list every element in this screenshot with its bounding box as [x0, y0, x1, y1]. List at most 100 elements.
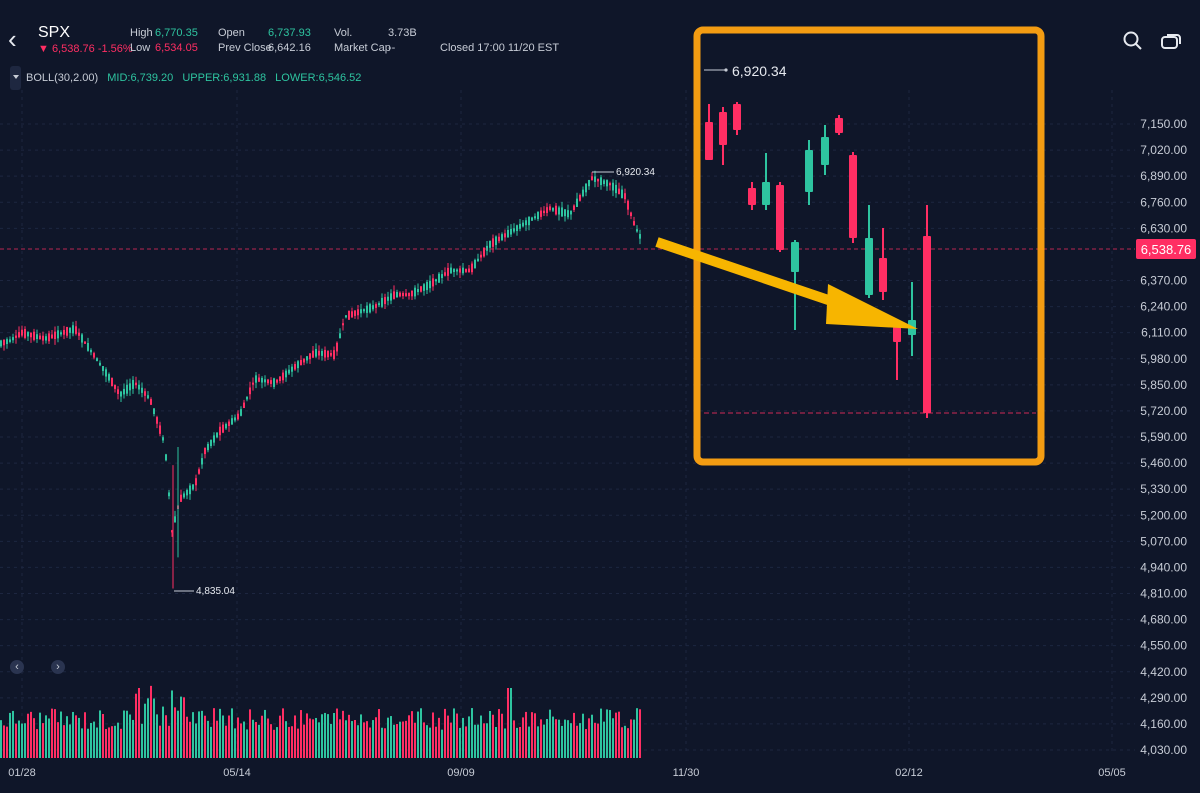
volume-bar	[486, 723, 488, 758]
y-tick-label: 6,240.00	[1140, 300, 1187, 314]
volume-bar	[96, 727, 98, 758]
scroll-left-button[interactable]: ‹	[10, 660, 24, 674]
candle-body	[351, 311, 353, 318]
volume-bar	[348, 714, 350, 758]
candle-body	[477, 258, 479, 262]
candle-body	[180, 494, 182, 502]
volume-bar	[309, 718, 311, 758]
volume-bar	[300, 710, 302, 758]
volume-bar	[552, 716, 554, 758]
candle-body	[69, 327, 71, 333]
candle-body	[96, 358, 98, 362]
volume-bar	[66, 716, 68, 758]
volume-bar	[420, 708, 422, 758]
chevron-left-icon[interactable]: ‹	[8, 24, 17, 54]
volume-bar	[570, 723, 572, 758]
y-tick-label: 4,290.00	[1140, 691, 1187, 705]
y-tick-label: 4,030.00	[1140, 743, 1187, 757]
volume-bar	[483, 723, 485, 758]
y-tick-label: 4,810.00	[1140, 587, 1187, 601]
candle-body	[219, 426, 221, 436]
volume-bar	[186, 716, 188, 758]
candle-body	[42, 335, 44, 341]
candle-body	[405, 293, 407, 296]
candle-body	[426, 281, 428, 291]
candle-body	[201, 458, 203, 465]
candle-body	[468, 268, 470, 273]
candle-body	[414, 287, 416, 297]
candle-body	[639, 234, 641, 239]
market-cap-value: --	[388, 42, 396, 54]
candle-body	[165, 454, 167, 461]
volume-bar	[447, 715, 449, 758]
volume-bar	[78, 717, 80, 758]
volume-bar	[426, 725, 428, 758]
volume-bar	[153, 698, 155, 758]
volume-bar	[354, 720, 356, 758]
volume-bar	[363, 722, 365, 758]
window-overlay-icon[interactable]	[1160, 30, 1182, 52]
volume-bar	[480, 715, 482, 758]
volume-bar	[33, 718, 35, 758]
volume-bar	[129, 714, 131, 758]
y-tick-label: 4,550.00	[1140, 639, 1187, 653]
volume-bar	[618, 711, 620, 758]
volume-bar	[582, 713, 584, 758]
volume-bar	[249, 709, 251, 758]
volume-bar	[279, 715, 281, 758]
volume-bar	[282, 708, 284, 758]
search-icon[interactable]	[1122, 30, 1144, 52]
candle-body	[579, 194, 581, 201]
candle-body	[48, 333, 50, 342]
volume-bar	[9, 712, 11, 758]
y-tick-label: 7,020.00	[1140, 143, 1187, 157]
volume-bar	[216, 720, 218, 758]
volume-bar	[351, 721, 353, 758]
x-tick-label: 02/12	[895, 767, 923, 779]
candle-body	[465, 269, 467, 272]
volume-bar	[498, 709, 500, 758]
volume-bar	[357, 725, 359, 758]
volume-bar	[105, 728, 107, 758]
candle-body	[198, 469, 200, 474]
candle-body	[372, 305, 374, 310]
candle-body	[429, 280, 431, 289]
candle-body	[339, 333, 341, 339]
scroll-right-button[interactable]: ›	[51, 660, 65, 674]
candle-body	[516, 225, 518, 232]
volume-bar	[312, 719, 314, 758]
volume-bar	[132, 719, 134, 758]
y-tick-label: 5,330.00	[1140, 482, 1187, 496]
candle-body	[162, 437, 164, 441]
candle-body	[72, 325, 74, 334]
candle-body	[99, 362, 101, 366]
volume-bar	[414, 722, 416, 758]
candle-body	[306, 356, 308, 361]
volume-bar	[42, 723, 44, 758]
volume-bar	[270, 724, 272, 758]
candle-body	[144, 391, 146, 396]
inset-candle-body	[748, 188, 756, 205]
y-tick-label: 4,160.00	[1140, 717, 1187, 731]
candle-body	[150, 399, 152, 405]
volume-bar	[252, 719, 254, 758]
volume-bar	[438, 717, 440, 758]
inset-candle-body	[849, 155, 857, 238]
volume-bar	[240, 723, 242, 758]
volume-bar	[609, 710, 611, 758]
volume-bar	[120, 728, 122, 758]
volume-bar	[54, 709, 56, 758]
indicator-collapse-toggle[interactable]	[10, 66, 21, 90]
volume-bar	[567, 720, 569, 758]
candle-body	[36, 334, 38, 340]
candle-body	[240, 409, 242, 416]
volume-bar	[261, 715, 263, 758]
candle-body	[489, 240, 491, 248]
candle-body	[363, 309, 365, 312]
volume-bar	[627, 728, 629, 758]
volume-bar	[198, 711, 200, 758]
market-cap-label: Market Cap	[334, 42, 391, 54]
candle-body	[606, 180, 608, 187]
candle-body	[12, 337, 14, 341]
